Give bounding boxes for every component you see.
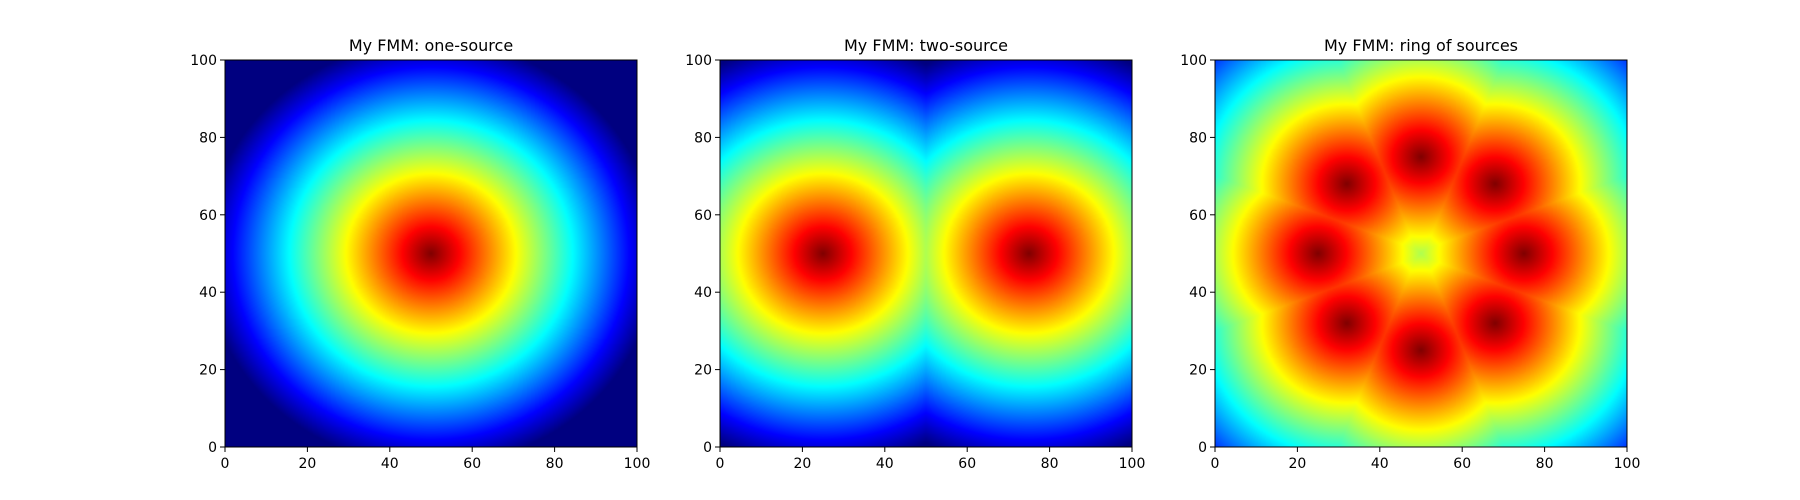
x-tick-label: 40 bbox=[1371, 456, 1389, 472]
y-tick-label: 0 bbox=[208, 440, 217, 456]
y-tick-label: 80 bbox=[199, 130, 217, 146]
heatmap-image bbox=[720, 60, 1132, 447]
x-tick-label: 0 bbox=[221, 456, 230, 472]
x-tick-label: 0 bbox=[1211, 456, 1220, 472]
x-tick-label: 20 bbox=[793, 456, 811, 472]
chart-panel-two-source: My FMM: two-source 0 20 40 60 80 100 0 20 40 60 80… bbox=[0, 0, 1145, 500]
heatmap-image bbox=[1215, 60, 1627, 447]
y-tick-label: 80 bbox=[1189, 130, 1207, 146]
y-tick-label: 60 bbox=[199, 208, 217, 224]
y-tick-label: 20 bbox=[199, 363, 217, 379]
y-tick-label: 40 bbox=[1189, 285, 1207, 301]
y-tick-label: 0 bbox=[703, 440, 712, 456]
x-tick-label: 0 bbox=[716, 456, 725, 472]
plot-frame bbox=[224, 59, 638, 448]
x-tick-label: 40 bbox=[876, 456, 894, 472]
x-tick-label: 60 bbox=[958, 456, 976, 472]
plot-frame bbox=[1214, 59, 1628, 448]
axes: 0 20 40 60 80 100 0 20 40 60 80 100 bbox=[190, 53, 650, 472]
x-tick-label: 20 bbox=[298, 456, 316, 472]
y-tick-label: 60 bbox=[1189, 208, 1207, 224]
plot-frame bbox=[719, 59, 1133, 448]
x-tick-label: 100 bbox=[624, 456, 651, 472]
chart-title: My FMM: ring of sources bbox=[1323, 36, 1519, 55]
y-tick-label: 20 bbox=[694, 363, 712, 379]
x-tick-label: 60 bbox=[1453, 456, 1471, 472]
y-tick-label: 100 bbox=[685, 53, 712, 69]
x-tick-label: 80 bbox=[1041, 456, 1059, 472]
x-tick-label: 60 bbox=[463, 456, 481, 472]
chart-panel-one-source: My FMM: one-source 0 20 40 60 80 100 0 20 40 60 80… bbox=[0, 0, 650, 500]
chart-panel-ring-of-sources: My FMM: ring of sources 0 20 40 60 80 100 0 20 4… bbox=[0, 0, 1640, 500]
x-tick-label: 40 bbox=[381, 456, 399, 472]
axes: 0 20 40 60 80 100 0 20 40 60 80 100 bbox=[1180, 53, 1640, 472]
chart-title: My FMM: one-source bbox=[348, 36, 514, 55]
x-tick-label: 20 bbox=[1288, 456, 1306, 472]
y-tick-label: 100 bbox=[1180, 53, 1207, 69]
y-tick-label: 40 bbox=[694, 285, 712, 301]
x-tick-label: 100 bbox=[1119, 456, 1146, 472]
x-tick-label: 80 bbox=[546, 456, 564, 472]
axes: 0 20 40 60 80 100 0 20 40 60 80 100 bbox=[685, 53, 1145, 472]
x-tick-label: 80 bbox=[1536, 456, 1554, 472]
y-tick-label: 60 bbox=[694, 208, 712, 224]
heatmap-image bbox=[225, 60, 637, 447]
chart-title: My FMM: two-source bbox=[844, 36, 1008, 55]
y-tick-label: 20 bbox=[1189, 363, 1207, 379]
y-tick-label: 100 bbox=[190, 53, 217, 69]
x-tick-label: 100 bbox=[1614, 456, 1641, 472]
y-tick-label: 40 bbox=[199, 285, 217, 301]
y-tick-label: 80 bbox=[694, 130, 712, 146]
y-tick-label: 0 bbox=[1198, 440, 1207, 456]
